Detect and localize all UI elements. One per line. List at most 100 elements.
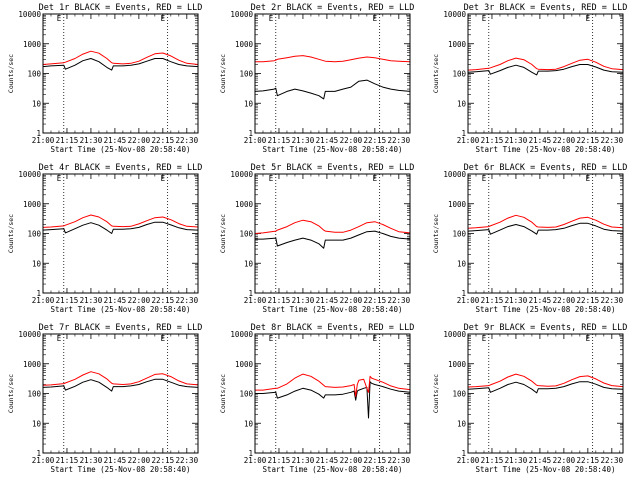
y-tick-label: 10000 xyxy=(443,10,466,19)
y-tick-label: 10 xyxy=(457,99,467,108)
x-tick-label: 22:00 xyxy=(340,296,363,305)
y-tick-label: 10 xyxy=(457,419,467,428)
marker-label: E xyxy=(269,174,274,183)
plot-frame xyxy=(254,13,411,134)
x-tick-label: 21:45 xyxy=(316,456,339,465)
detector-panel-4: Det 4r BLACK = Events, RED = LLDEE110100… xyxy=(7,163,202,314)
x-tick-label: 21:00 xyxy=(457,296,480,305)
marker-label: E xyxy=(269,14,274,23)
x-tick-label: 21:15 xyxy=(56,296,79,305)
x-tick-label: 21:30 xyxy=(292,296,315,305)
marker-label: E xyxy=(482,174,487,183)
y-tick-label: 1 xyxy=(461,289,466,298)
x-tick-label: 22:00 xyxy=(128,456,151,465)
x-tick-label: 21:30 xyxy=(505,296,528,305)
marker-label: E xyxy=(482,334,487,343)
x-tick-label: 21:00 xyxy=(244,296,267,305)
y-tick-label: 10000 xyxy=(230,10,253,19)
panel-title: Det 7r BLACK = Events, RED = LLD xyxy=(39,323,203,333)
y-tick-label: 10 xyxy=(244,419,254,428)
x-tick-label: 22:00 xyxy=(553,296,576,305)
x-axis-label: Start Time (25-Nov-08 20:58:40) xyxy=(263,465,403,474)
y-tick-label: 100 xyxy=(239,70,253,79)
x-axis-label: Start Time (25-Nov-08 20:58:40) xyxy=(476,305,616,314)
series-line-events xyxy=(255,230,411,249)
y-tick-label: 100 xyxy=(27,70,41,79)
series-line-lld xyxy=(467,214,624,229)
series-line-events xyxy=(255,381,411,419)
x-tick-label: 21:45 xyxy=(104,456,127,465)
detector-panel-8: Det 8r BLACK = Events, RED = LLDEE110100… xyxy=(219,323,414,474)
panel-title: Det 1r BLACK = Events, RED = LLD xyxy=(39,3,203,13)
series-line-lld xyxy=(255,373,411,397)
y-tick-label: 1000 xyxy=(235,40,254,49)
panel-title: Det 8r BLACK = Events, RED = LLD xyxy=(251,323,415,333)
plot-frame xyxy=(42,173,199,294)
y-tick-label: 10 xyxy=(32,419,42,428)
series-line-events xyxy=(254,79,411,100)
x-axis-label: Start Time (25-Nov-08 20:58:40) xyxy=(476,145,616,154)
x-tick-label: 21:45 xyxy=(529,136,552,145)
x-tick-label: 21:15 xyxy=(56,136,79,145)
y-tick-label: 1 xyxy=(461,449,466,458)
x-tick-label: 21:45 xyxy=(529,296,552,305)
x-tick-label: 22:30 xyxy=(601,136,624,145)
y-tick-label: 10000 xyxy=(230,330,253,339)
y-tick-label: 10 xyxy=(32,259,42,268)
y-tick-label: 10000 xyxy=(18,170,41,179)
series-line-lld xyxy=(254,219,411,234)
y-axis-label: Counts/sec xyxy=(432,374,440,413)
detector-panel-7: Det 7r BLACK = Events, RED = LLDEE110100… xyxy=(7,323,202,474)
x-tick-label: 22:30 xyxy=(388,136,411,145)
y-tick-label: 1000 xyxy=(448,40,467,49)
x-tick-label: 22:00 xyxy=(340,456,363,465)
x-tick-label: 21:15 xyxy=(56,456,79,465)
y-tick-label: 100 xyxy=(239,390,253,399)
panel-title: Det 6r BLACK = Events, RED = LLD xyxy=(464,163,628,173)
detector-panel-6: Det 6r BLACK = Events, RED = LLDEE110100… xyxy=(432,163,627,314)
y-tick-label: 100 xyxy=(27,230,41,239)
x-tick-label: 21:15 xyxy=(481,296,504,305)
x-tick-label: 21:15 xyxy=(481,136,504,145)
series-line-events xyxy=(42,58,199,71)
y-tick-label: 10000 xyxy=(18,330,41,339)
y-tick-label: 1000 xyxy=(235,200,254,209)
y-axis-label: Counts/sec xyxy=(219,54,227,93)
y-tick-label: 1 xyxy=(36,449,41,458)
y-tick-label: 10000 xyxy=(443,330,466,339)
x-tick-label: 21:00 xyxy=(457,456,480,465)
series-line-lld xyxy=(467,57,624,71)
x-tick-label: 21:00 xyxy=(32,296,55,305)
x-axis-label: Start Time (25-Nov-08 20:58:40) xyxy=(263,305,403,314)
marker-label: E xyxy=(482,14,487,23)
y-tick-label: 1 xyxy=(36,289,41,298)
x-tick-label: 22:00 xyxy=(128,296,151,305)
x-tick-label: 21:30 xyxy=(80,296,103,305)
y-tick-label: 1 xyxy=(248,449,253,458)
y-tick-label: 100 xyxy=(452,230,466,239)
y-axis-label: Counts/sec xyxy=(7,374,15,413)
y-tick-label: 1 xyxy=(461,129,466,138)
y-tick-label: 1 xyxy=(36,129,41,138)
x-tick-label: 21:45 xyxy=(529,456,552,465)
series-line-lld xyxy=(467,373,624,388)
x-tick-label: 21:15 xyxy=(268,296,291,305)
detector-panel-5: Det 5r BLACK = Events, RED = LLDEE110100… xyxy=(219,163,414,314)
x-tick-label: 22:00 xyxy=(553,136,576,145)
series-line-events xyxy=(42,378,199,392)
y-tick-label: 100 xyxy=(27,390,41,399)
x-tick-label: 22:30 xyxy=(388,296,411,305)
y-tick-label: 10 xyxy=(457,259,467,268)
marker-label: E xyxy=(57,334,62,343)
y-tick-label: 10000 xyxy=(443,170,466,179)
detector-panel-1: Det 1r BLACK = Events, RED = LLDEE110100… xyxy=(7,3,202,154)
x-tick-label: 22:30 xyxy=(601,296,624,305)
x-axis-label: Start Time (25-Nov-08 20:58:40) xyxy=(476,465,616,474)
x-axis-label: Start Time (25-Nov-08 20:58:40) xyxy=(51,145,191,154)
x-tick-label: 21:15 xyxy=(268,136,291,145)
x-tick-label: 22:30 xyxy=(601,456,624,465)
x-tick-label: 21:30 xyxy=(505,456,528,465)
panel-title: Det 2r BLACK = Events, RED = LLD xyxy=(251,3,415,13)
